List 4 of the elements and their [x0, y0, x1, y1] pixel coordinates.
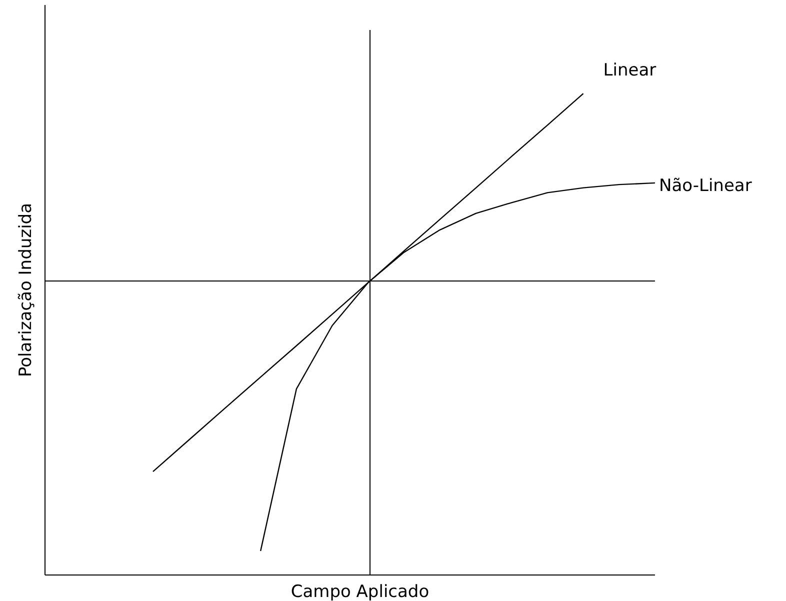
x-axis-title: Campo Aplicado [290, 582, 430, 601]
series-label: Não-Linear [659, 176, 752, 196]
text: Polarização Induzida [16, 202, 36, 378]
series-label: Linear [603, 60, 656, 81]
